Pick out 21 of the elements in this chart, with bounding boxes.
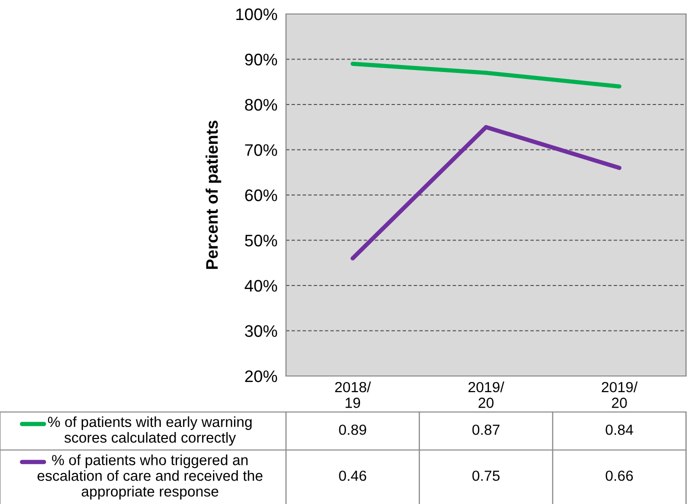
x-tick-label: 2019/ 20 (468, 382, 504, 408)
y-tick-label: 80% (245, 98, 278, 111)
y-tick-label: 100% (236, 8, 278, 20)
x-tick-label: 2019/ 20 (602, 382, 638, 408)
data-label: 0.84 (606, 424, 634, 435)
y-tick-label: 40% (244, 280, 278, 292)
data-label: 0.87 (472, 424, 500, 435)
y-axis-title: Percent of patients (206, 120, 222, 269)
legend-label: % of patients who triggered an escalation of care and received the appropriate response (38, 454, 262, 500)
y-tick-label: 70% (245, 144, 278, 156)
data-label: 0.75 (472, 470, 500, 481)
y-tick-label: 60% (245, 189, 278, 202)
y-tick-label: 20% (245, 370, 278, 382)
data-label: 0.89 (339, 424, 366, 435)
legend-label: % of patients with early warning scores calculated correctly (48, 416, 252, 446)
y-tick-label: 30% (244, 325, 278, 337)
y-tick-label: 50% (244, 234, 278, 246)
x-tick-label: 2018/ 19 (335, 382, 371, 408)
y-tick-label: 90% (245, 54, 278, 66)
data-label: 0.46 (339, 470, 366, 481)
data-label: 0.66 (606, 470, 633, 481)
